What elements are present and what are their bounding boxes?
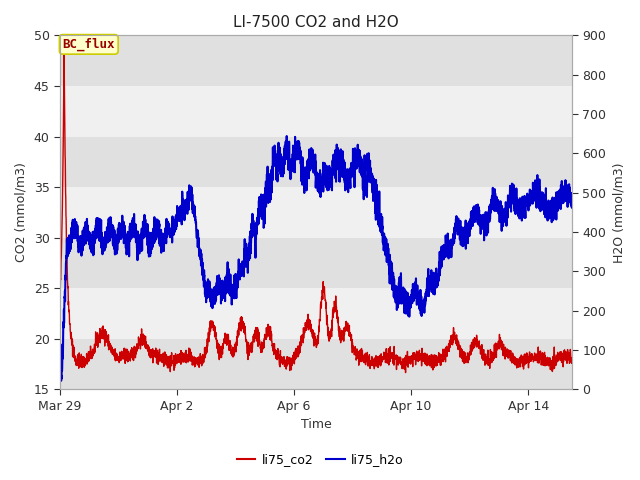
li75_h2o [283, 133, 291, 139]
li75_co2 [559, 351, 566, 357]
Y-axis label: H2O (mmol/m3): H2O (mmol/m3) [612, 162, 625, 263]
Legend: li75_co2, li75_h2o: li75_co2, li75_h2o [232, 448, 408, 471]
li75_h2o [503, 204, 511, 210]
li75_co2 [56, 293, 64, 299]
Y-axis label: CO2 (mmol/m3): CO2 (mmol/m3) [15, 162, 28, 262]
Title: LI-7500 CO2 and H2O: LI-7500 CO2 and H2O [233, 15, 399, 30]
li75_co2 [145, 345, 153, 350]
li75_co2 [275, 356, 282, 361]
li75_co2 [115, 357, 122, 362]
li75_h2o [145, 235, 152, 241]
Line: li75_h2o: li75_h2o [60, 136, 572, 382]
li75_h2o [558, 186, 566, 192]
li75_co2 [503, 346, 511, 352]
Text: BC_flux: BC_flux [63, 38, 115, 51]
li75_h2o [275, 140, 282, 145]
Bar [60, 288, 572, 339]
Line: li75_co2: li75_co2 [60, 55, 572, 372]
li75_co2 [402, 370, 410, 375]
Bar [60, 36, 572, 86]
li75_co2 [253, 338, 260, 344]
li75_h2o [253, 230, 260, 236]
li75_h2o [568, 204, 576, 210]
Bar [60, 339, 572, 389]
li75_co2 [60, 52, 68, 58]
li75_h2o [115, 240, 122, 246]
li75_h2o [56, 379, 64, 384]
X-axis label: Time: Time [301, 419, 332, 432]
Bar [60, 86, 572, 136]
Bar [60, 187, 572, 238]
Bar [60, 136, 572, 187]
Bar [60, 238, 572, 288]
li75_co2 [568, 357, 576, 362]
